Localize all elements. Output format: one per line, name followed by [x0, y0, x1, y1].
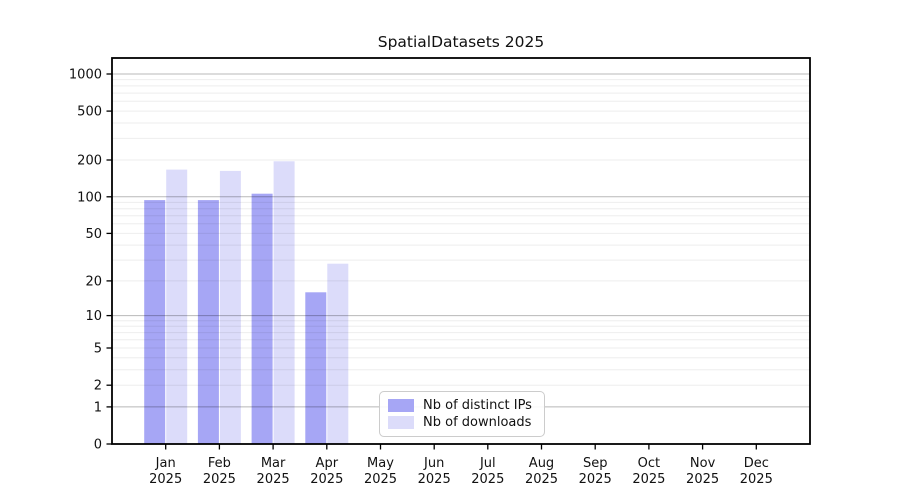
- bar-downloads-mar: [273, 161, 295, 445]
- y-tick-label: 100: [77, 190, 102, 205]
- x-tick-label: Mar 2025: [257, 456, 290, 487]
- y-tick-label: 5: [94, 342, 102, 357]
- y-tick-label: 10: [85, 309, 102, 324]
- bar-downloads-feb: [219, 170, 241, 444]
- x-tick-label: Oct 2025: [632, 456, 665, 487]
- y-tick-label: 50: [85, 227, 102, 242]
- bar-distinct-ips-apr: [305, 292, 327, 444]
- y-tick-label: 1: [94, 400, 102, 415]
- y-tick-label: 200: [77, 154, 102, 169]
- bar-distinct-ips-mar: [251, 193, 273, 444]
- legend-box: Nb of distinct IPs Nb of downloads: [379, 391, 545, 437]
- x-tick-label: Feb 2025: [203, 456, 236, 487]
- y-tick-label: 0: [94, 438, 102, 453]
- legend-label-distinct-ips: Nb of distinct IPs: [423, 397, 532, 413]
- y-tick-label: 500: [77, 105, 102, 120]
- y-tick-label: 20: [85, 274, 102, 289]
- x-tick-label: Sep 2025: [579, 456, 612, 487]
- bar-distinct-ips-jan: [144, 200, 166, 444]
- x-tick-label: Jan 2025: [149, 456, 182, 487]
- bar-downloads-apr: [327, 263, 349, 444]
- x-tick-label: Dec 2025: [740, 456, 773, 487]
- legend-label-downloads: Nb of downloads: [423, 415, 532, 431]
- x-tick-label: Jul 2025: [471, 456, 504, 487]
- y-tick-label: 2: [94, 379, 102, 394]
- legend-swatch-downloads: [388, 416, 414, 430]
- bar-distinct-ips-feb: [197, 200, 219, 444]
- y-tick-label: 1000: [69, 68, 102, 83]
- plot-border: [111, 57, 811, 445]
- x-tick-label: Aug 2025: [525, 456, 558, 487]
- chart-title: SpatialDatasets 2025: [377, 33, 545, 51]
- legend-item-distinct-ips: Nb of distinct IPs: [388, 397, 538, 413]
- x-tick-label: Apr 2025: [310, 456, 343, 487]
- legend-swatch-distinct-ips: [388, 398, 414, 412]
- bar-downloads-jan: [166, 169, 188, 444]
- legend-item-downloads: Nb of downloads: [388, 415, 538, 431]
- x-tick-label: May 2025: [364, 456, 397, 487]
- x-tick-label: Nov 2025: [686, 456, 719, 487]
- x-tick-label: Jun 2025: [418, 456, 451, 487]
